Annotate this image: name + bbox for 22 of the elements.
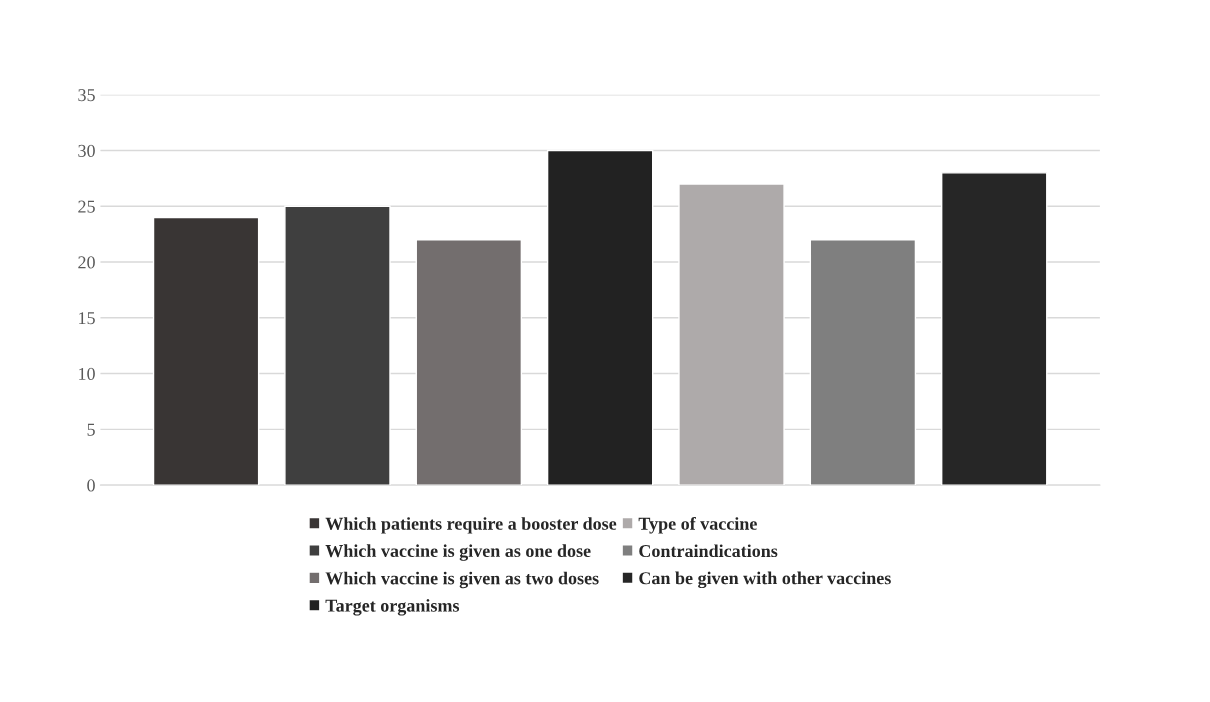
legend-label: Which vaccine is given as two doses: [325, 571, 599, 589]
legend-label: Which patients require a booster dose: [325, 517, 617, 534]
bar: [152, 216, 260, 486]
y-tick-label: 20: [78, 256, 95, 269]
legend-label: Which vaccine is given as one dose: [325, 544, 591, 561]
bar: [940, 172, 1048, 486]
y-tick-label: 25: [78, 200, 95, 213]
y-tick-label: 0: [87, 479, 95, 492]
legend-label: Can be given with other vaccines: [639, 571, 891, 589]
y-tick-label: 35: [78, 89, 95, 102]
bar: [284, 205, 391, 486]
legend-label: Target organisms: [325, 599, 460, 616]
bar: [546, 149, 654, 486]
bar: [678, 183, 785, 486]
legend-label: Type of vaccine: [638, 516, 757, 534]
y-tick-label: 30: [78, 144, 95, 157]
bar: [809, 239, 917, 486]
y-tick-label: 15: [79, 312, 95, 325]
legend-label: Contraindications: [639, 544, 778, 558]
bar: [415, 239, 523, 486]
y-tick-label: 10: [79, 367, 95, 381]
y-tick-label: 5: [87, 423, 95, 436]
